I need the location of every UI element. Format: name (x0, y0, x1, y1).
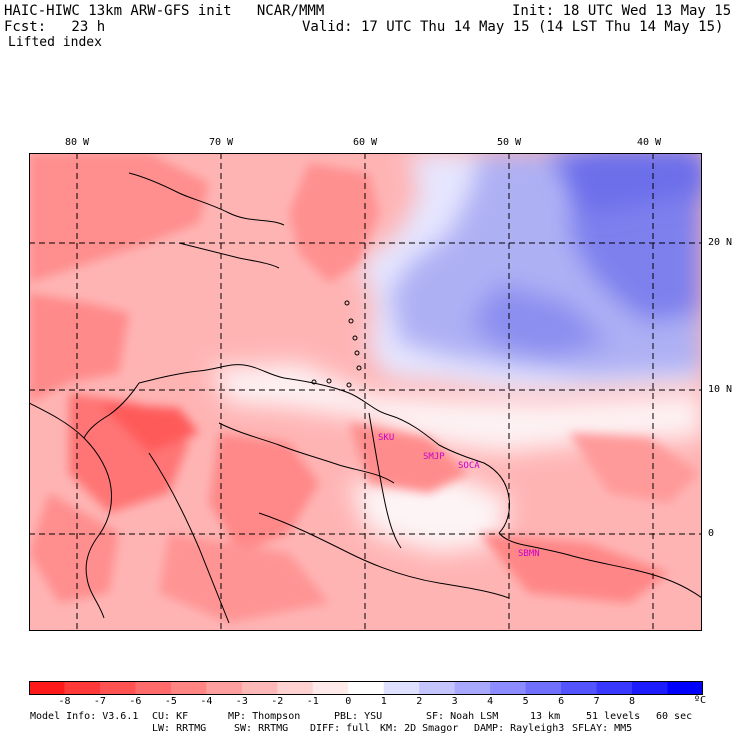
eddy-coefficient: KM: 2D Smagor (380, 723, 459, 734)
colorbar-tick-label: -2 (271, 696, 284, 707)
islands (311, 300, 362, 388)
colorbar-frame (29, 681, 703, 695)
lon-label-40w: 40 W (637, 137, 662, 148)
colorbar-tick-label: -1 (306, 696, 319, 707)
lat-label-10n: 10 N (708, 384, 733, 395)
plot-title: HAIC-HIWC 13km ARW-GFS init NCAR/MMM (4, 3, 325, 19)
station-soca: SOCA (458, 461, 480, 471)
grid-resolution: 13 km (530, 711, 561, 722)
pbl-scheme: PBL: YSU (334, 711, 383, 722)
colorbar-swatch (29, 681, 65, 695)
colorbar-tick-label: -5 (164, 696, 177, 707)
microphysics-scheme: MP: Thompson (228, 711, 301, 722)
colorbar-tick-label: -4 (200, 696, 213, 707)
forecast-hour: Fcst: 23 h (4, 19, 106, 35)
field-name: Lifted index (8, 35, 102, 50)
colorbar-swatch (419, 681, 456, 695)
colorbar-swatch (596, 681, 633, 695)
colorbar-tick-label: -3 (235, 696, 248, 707)
lifted-index-map (29, 153, 702, 631)
init-time: Init: 18 UTC Wed 13 May 15 (512, 3, 732, 19)
colorbar-swatch (561, 681, 598, 695)
longwave-scheme: LW: RRTMG (152, 723, 207, 734)
colorbar-tick-label: 5 (522, 696, 529, 707)
colorbar-swatch (667, 681, 703, 695)
colorbar-swatch (206, 681, 243, 695)
surface-scheme: SF: Noah LSM (426, 711, 499, 722)
lon-label-50w: 50 W (497, 137, 522, 148)
colorbar-tick-label: 2 (416, 696, 423, 707)
graticule (29, 153, 702, 631)
vertical-levels: 51 levels (586, 711, 641, 722)
colorbar-unit: ºC (694, 695, 707, 706)
neutral-region (209, 153, 702, 553)
colorbar-tick-label: 0 (345, 696, 352, 707)
diffusion: DIFF: full (310, 723, 371, 734)
coastlines (29, 172, 702, 624)
lon-label-70w: 70 W (209, 137, 234, 148)
colorbar-swatch (454, 681, 491, 695)
colorbar-swatch (277, 681, 314, 695)
lat-label-0: 0 (708, 528, 715, 539)
colorbar-swatch (241, 681, 278, 695)
lon-label-80w: 80 W (65, 137, 90, 148)
damping: DAMP: Rayleigh3 (474, 723, 565, 734)
colorbar-swatch (632, 681, 669, 695)
station-sbmn: SBMN (518, 549, 540, 559)
colorbar-tick-label: 1 (380, 696, 387, 707)
station-smjp: SMJP (423, 452, 445, 462)
time-step: 60 sec (656, 711, 693, 722)
colorbar-swatch (490, 681, 527, 695)
colorbar-tick-label: -6 (129, 696, 142, 707)
cumulus-scheme: CU: KF (152, 711, 189, 722)
colorbar-tick-label: -7 (93, 696, 106, 707)
colorbar-tick-label: 8 (629, 696, 636, 707)
colorbar-swatch (525, 681, 562, 695)
colorbar-tick-label: 3 (451, 696, 458, 707)
colorbar-swatch (170, 681, 207, 695)
colorbar-swatch (312, 681, 349, 695)
colorbar (29, 681, 703, 695)
colorbar-swatch (348, 681, 385, 695)
station-sku: SKU (378, 433, 395, 443)
model-info: Model Info: V3.6.1 (30, 711, 139, 722)
colorbar-tick-label: 4 (487, 696, 494, 707)
unstable-region (29, 153, 699, 623)
colorbar-swatch (135, 681, 172, 695)
map-frame (29, 153, 702, 631)
surface-layer: SFLAY: MM5 (572, 723, 633, 734)
colorbar-swatch (64, 681, 101, 695)
stable-region (359, 153, 702, 393)
valid-time: Valid: 17 UTC Thu 14 May 15 (14 LST Thu … (302, 19, 724, 35)
colorbar-tick-label: 6 (558, 696, 565, 707)
lon-label-60w: 60 W (353, 137, 378, 148)
colorbar-tick-label: -8 (58, 696, 71, 707)
colorbar-swatch (383, 681, 420, 695)
colorbar-tick-label: 7 (593, 696, 600, 707)
lat-label-20n: 20 N (708, 237, 733, 248)
shortwave-scheme: SW: RRTMG (234, 723, 289, 734)
colorbar-swatch (99, 681, 136, 695)
